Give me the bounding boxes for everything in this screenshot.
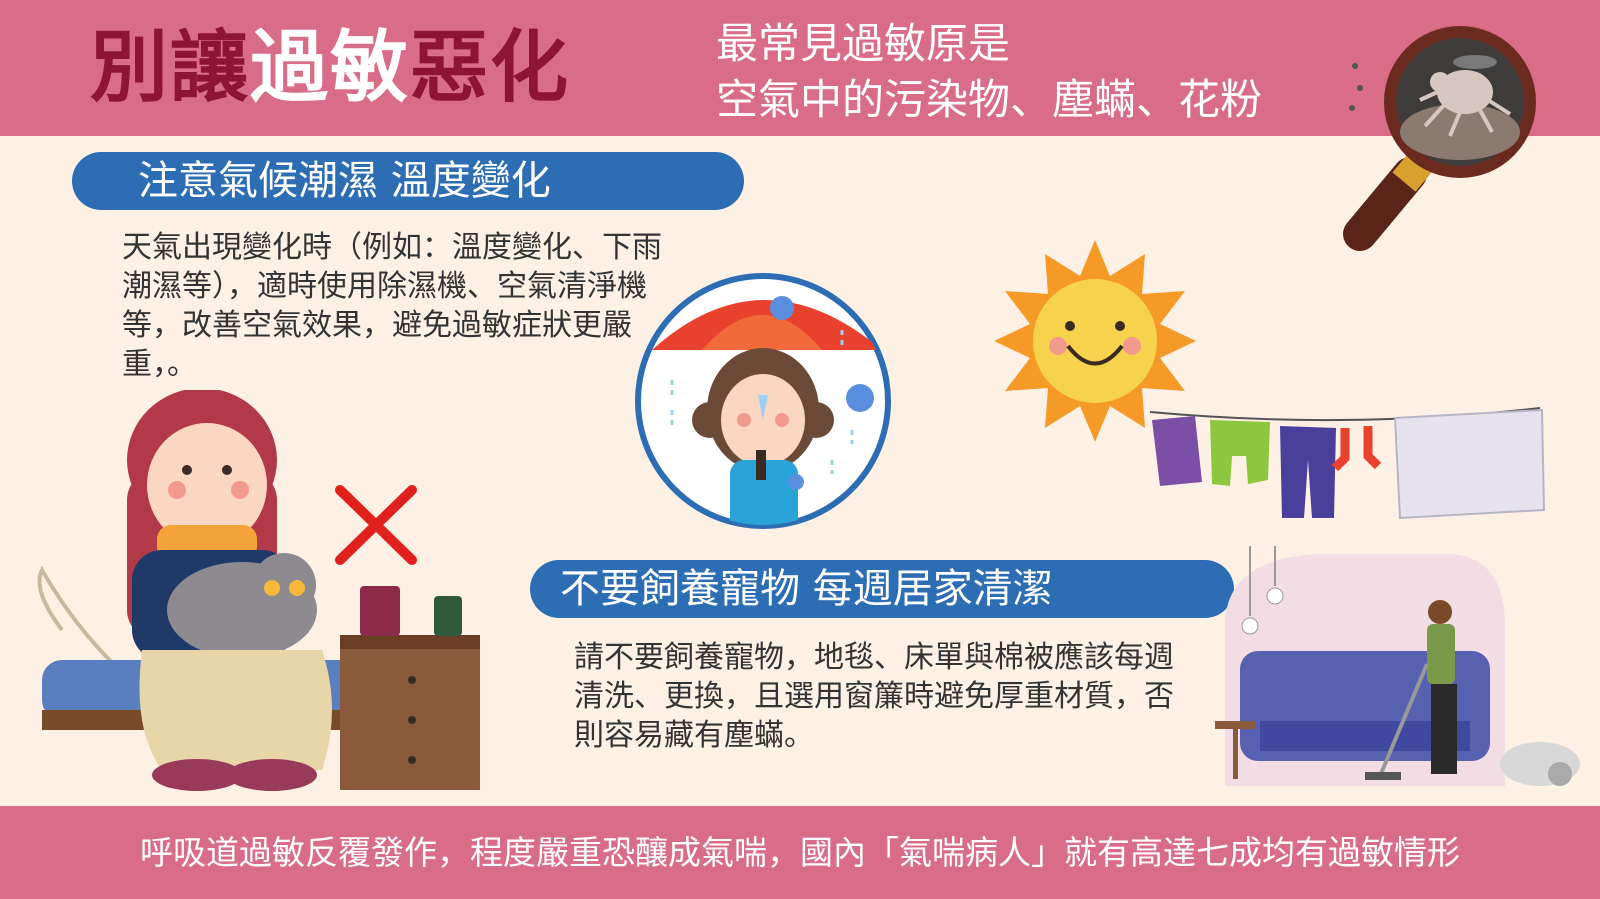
smiling-sun-icon	[994, 240, 1196, 442]
section2-heading: 不要飼養寵物 每週居家清潔	[530, 560, 1234, 618]
subtitle-line-1: 最常見過敏原是	[716, 19, 1011, 68]
decorative-dots-icon	[1349, 63, 1363, 111]
footer-banner: 呼吸道過敏反覆發作，程度嚴重恐釀成氣喘，國內「氣喘病人」就有高達七成均有過敏情形	[0, 806, 1600, 899]
vacuum-cleaning-icon	[1215, 546, 1580, 786]
section1-heading: 注意氣候潮濕 溫度變化	[72, 152, 744, 210]
title-part-2: 過敏	[250, 23, 411, 113]
clothesline-laundry-icon	[1149, 407, 1546, 520]
section1-body: 天氣出現變化時（例如：溫度變化、下雨潮濕等），適時使用除濕機、空氣清淨機等，改善…	[122, 230, 662, 382]
header-banner	[0, 0, 1600, 136]
page-title: 別讓過敏惡化	[90, 18, 570, 118]
sneezing-girl-rain-icon	[635, 273, 891, 529]
subtitle-line-2: 空氣中的污染物、塵蟎、花粉	[716, 75, 1263, 124]
page-subtitle: 最常見過敏原是 空氣中的污染物、塵蟎、花粉	[716, 16, 1262, 128]
woman-with-cat-icon	[37, 390, 480, 791]
title-part-1: 別讓	[90, 23, 251, 113]
magnifier-dust-mite-icon	[1343, 26, 1536, 251]
section2-body: 請不要飼養寵物，地毯、床單與棉被應該每週清洗、更換，且選用窗簾時避免厚重材質，否…	[574, 640, 1174, 753]
title-part-3: 惡化	[410, 23, 571, 113]
